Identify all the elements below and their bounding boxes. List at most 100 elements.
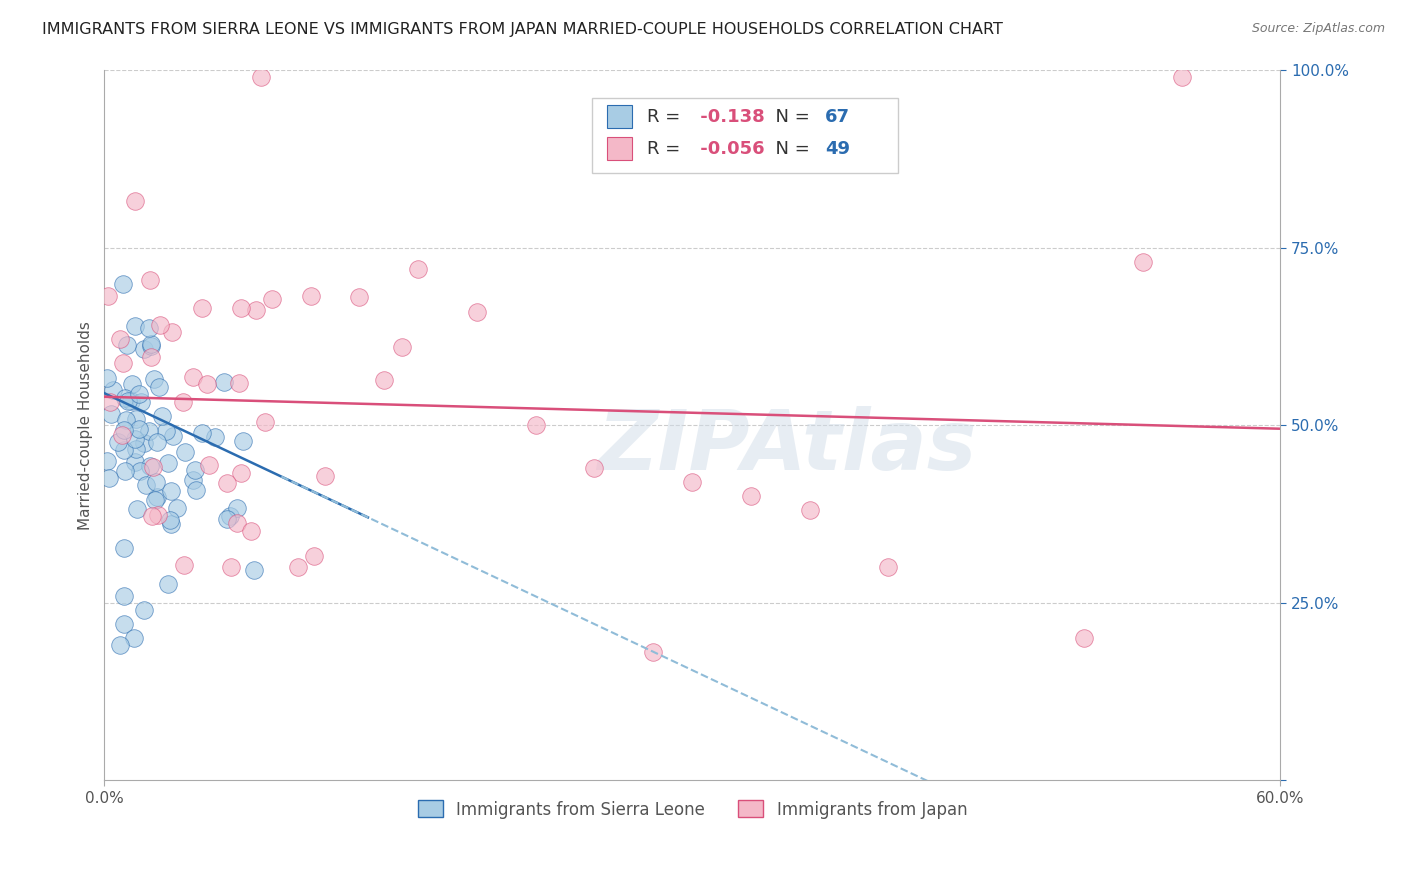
- Point: [314, 469, 336, 483]
- Point: [159, 517, 181, 532]
- Point: [191, 425, 214, 440]
- FancyBboxPatch shape: [592, 98, 898, 173]
- Point: [142, 371, 165, 385]
- Point: [191, 301, 214, 316]
- Point: [97, 289, 120, 303]
- Point: [681, 475, 703, 489]
- Point: [173, 444, 195, 458]
- Point: [184, 483, 207, 498]
- Point: [465, 304, 488, 318]
- Point: [124, 432, 146, 446]
- Point: [166, 501, 188, 516]
- Text: 67: 67: [825, 108, 851, 126]
- Point: [219, 509, 242, 524]
- Point: [141, 339, 163, 353]
- Point: [114, 391, 136, 405]
- Point: [135, 478, 157, 492]
- Point: [302, 549, 325, 564]
- Point: [124, 194, 146, 208]
- Point: [112, 423, 135, 437]
- Point: [139, 350, 162, 364]
- Point: [160, 484, 183, 499]
- Point: [232, 434, 254, 448]
- Point: [198, 458, 221, 472]
- Point: [110, 332, 132, 346]
- Bar: [606, 105, 633, 128]
- Point: [250, 70, 273, 85]
- Point: [132, 342, 155, 356]
- Point: [226, 501, 249, 516]
- Point: [155, 424, 177, 438]
- Text: ZIPAtlas: ZIPAtlas: [596, 406, 976, 487]
- Point: [799, 503, 821, 517]
- Point: [1073, 632, 1095, 646]
- Point: [121, 376, 143, 391]
- Point: [129, 464, 152, 478]
- Point: [112, 617, 135, 632]
- Bar: [606, 136, 633, 161]
- Point: [643, 645, 665, 659]
- Point: [101, 383, 124, 397]
- Point: [138, 424, 160, 438]
- Point: [132, 436, 155, 450]
- Point: [287, 560, 309, 574]
- Point: [181, 369, 204, 384]
- Point: [740, 489, 762, 503]
- Point: [117, 394, 139, 409]
- Point: [112, 443, 135, 458]
- Point: [114, 413, 136, 427]
- Point: [146, 508, 169, 522]
- Point: [231, 466, 253, 480]
- Point: [149, 318, 172, 333]
- Point: [204, 430, 226, 444]
- Point: [148, 379, 170, 393]
- Point: [226, 516, 249, 531]
- Point: [117, 337, 139, 351]
- Point: [141, 509, 163, 524]
- Point: [131, 395, 153, 409]
- Point: [406, 261, 429, 276]
- Text: IMMIGRANTS FROM SIERRA LEONE VS IMMIGRANTS FROM JAPAN MARRIED-COUPLE HOUSEHOLDS : IMMIGRANTS FROM SIERRA LEONE VS IMMIGRAN…: [42, 22, 1002, 37]
- Text: Source: ZipAtlas.com: Source: ZipAtlas.com: [1251, 22, 1385, 36]
- Point: [125, 442, 148, 457]
- Point: [96, 453, 118, 467]
- Text: N =: N =: [763, 108, 815, 126]
- Point: [132, 603, 155, 617]
- Point: [229, 301, 252, 316]
- Point: [160, 325, 183, 339]
- Point: [877, 560, 900, 574]
- Point: [146, 490, 169, 504]
- Point: [143, 493, 166, 508]
- Point: [125, 412, 148, 426]
- Point: [260, 292, 283, 306]
- Point: [128, 387, 150, 401]
- Point: [240, 524, 263, 538]
- Point: [583, 460, 606, 475]
- Text: 49: 49: [825, 139, 851, 158]
- Point: [98, 395, 121, 409]
- Point: [108, 638, 131, 652]
- Point: [146, 434, 169, 449]
- Point: [183, 473, 205, 487]
- Point: [142, 460, 165, 475]
- Point: [114, 464, 136, 478]
- Point: [184, 462, 207, 476]
- Point: [150, 409, 173, 423]
- Point: [228, 376, 250, 391]
- Point: [96, 371, 118, 385]
- Point: [128, 422, 150, 436]
- Point: [242, 563, 264, 577]
- Point: [195, 377, 218, 392]
- Point: [138, 459, 160, 474]
- Legend: Immigrants from Sierra Leone, Immigrants from Japan: Immigrants from Sierra Leone, Immigrants…: [411, 794, 974, 825]
- Point: [107, 434, 129, 449]
- Point: [159, 513, 181, 527]
- Point: [253, 415, 276, 429]
- Point: [112, 589, 135, 603]
- Point: [112, 541, 135, 555]
- Point: [124, 455, 146, 469]
- Text: R =: R =: [647, 108, 686, 126]
- Point: [214, 375, 236, 389]
- Point: [138, 272, 160, 286]
- Point: [111, 427, 134, 442]
